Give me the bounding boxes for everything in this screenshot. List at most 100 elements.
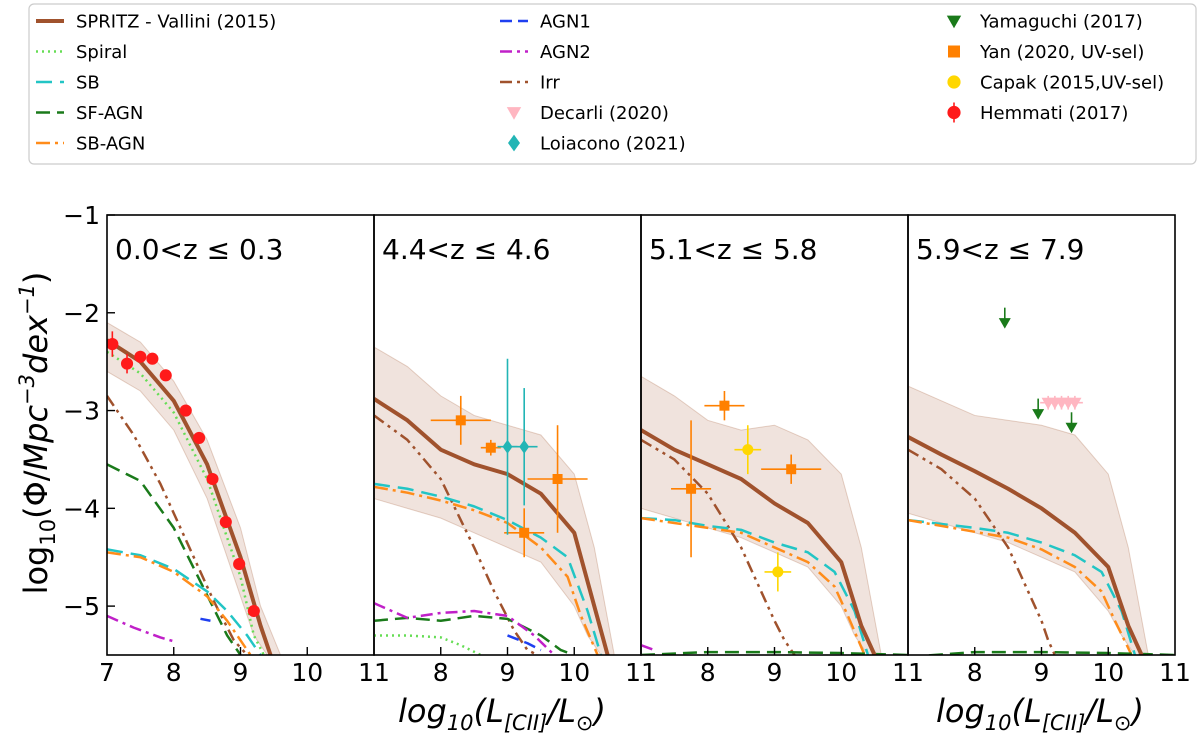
legend-item-agn1: AGN1 (500, 12, 591, 33)
marker-hemmati (219, 515, 232, 529)
legend-label-sbagn: SB-AGN (76, 134, 145, 155)
point-hemmati-7 (193, 431, 206, 444)
legend-label-spritz: SPRITZ - Vallini (2015) (76, 12, 276, 33)
x-tick-label: 11 (358, 658, 390, 687)
point-hemmati-3 (134, 350, 147, 363)
marker-hemmati (159, 369, 172, 382)
y-tick-label: −3 (63, 397, 100, 426)
x-tick-label: 11 (1159, 658, 1191, 687)
marker-hemmati (206, 472, 219, 486)
legend-marker-hemmati (947, 105, 961, 120)
point-yan-4 (527, 425, 588, 533)
point-capak-1 (734, 425, 762, 475)
legend-label-yamaguchi: Yamaguchi (2017) (979, 12, 1143, 33)
legend-label-irr: Irr (540, 73, 560, 94)
point-yan-2 (480, 439, 501, 456)
series-agn2 (374, 602, 556, 655)
series-sb (374, 482, 603, 655)
legend-label-agn1: AGN1 (540, 12, 591, 33)
legend-label-agn2: AGN2 (540, 42, 591, 63)
point-hemmati-8 (206, 472, 219, 486)
legend-marker-yamaguchi (946, 15, 962, 29)
marker-capak (772, 566, 784, 578)
legend-item-yamaguchi: Yamaguchi (2017) (946, 12, 1143, 33)
x-tick-label: 9 (767, 658, 783, 687)
legend-marker-yan (948, 45, 960, 58)
legend-item-loiacono: Loiacono (2021) (508, 134, 686, 155)
point-yan-2 (704, 391, 745, 421)
marker-yan (455, 415, 466, 426)
series-sfagn (374, 614, 575, 655)
series-irr (908, 448, 1056, 655)
point-hemmati-5 (159, 369, 172, 382)
panel-data-4 (908, 307, 1175, 655)
series-spiral (107, 350, 265, 655)
series-sbagn (641, 516, 866, 655)
legend-frame (28, 3, 1197, 165)
legend-item-agn2: AGN2 (500, 42, 591, 63)
legend-item-sfagn: SF-AGN (36, 103, 143, 124)
marker-yan (519, 527, 530, 538)
marker-hemmati (233, 558, 246, 571)
point-hemmati-11 (247, 604, 260, 618)
panel-3: 5.1<z ≤ 5.8 8 9 10 11 (640, 214, 924, 687)
point-yan-1 (671, 420, 712, 558)
series-spritz (641, 428, 877, 655)
legend-item-sb: SB (36, 73, 100, 94)
x-tick-label: 7 (99, 658, 115, 687)
panel-data-1 (107, 321, 282, 655)
points-capak (734, 425, 792, 592)
points-hemmati (107, 331, 260, 618)
legend-label-spiral: Spiral (76, 42, 127, 63)
series-agn1 (200, 617, 211, 623)
upper-limit-marker (1032, 409, 1045, 420)
marker-hemmati (179, 404, 192, 417)
x-tick-label: 8 (700, 658, 716, 687)
x-tick-label: 10 (558, 658, 590, 687)
upper-limit-marker (998, 318, 1011, 329)
legend-marker-loiacono (508, 134, 520, 152)
points-yan (671, 391, 822, 558)
series-irr (107, 395, 249, 655)
legend: SPRITZ - Vallini (2015) Spiral SB SF-AGN SB-… (36, 12, 1164, 155)
point-yan-3 (504, 508, 545, 558)
series-spritz (908, 435, 1144, 655)
y-tick-label: −2 (63, 299, 100, 328)
point-yamaguchi-2 (1032, 398, 1045, 420)
series-sb (908, 518, 1137, 655)
series-irr (641, 438, 796, 655)
legend-item-capak: Capak (2015,UV-sel) (947, 73, 1164, 94)
panel-label-3: 5.1<z ≤ 5.8 (649, 233, 817, 266)
marker-hemmati (247, 604, 260, 618)
legend-item-irr: Irr (500, 73, 560, 94)
legend-label-decarli: Decarli (2020) (540, 103, 669, 124)
x-axis-title-left: log10(L[CII]/L⊙) (398, 692, 606, 734)
panels: 0.0<z ≤ 0.37 8 9 10 114.4<z ≤ 4.68 9 10 115.1<z… (99, 214, 1191, 687)
series-sbagn (908, 518, 1133, 655)
spritz-uncertainty-band (641, 375, 882, 655)
spritz-uncertainty-band (374, 346, 615, 655)
marker-hemmati (120, 357, 134, 370)
panel-data-2 (374, 346, 615, 655)
point-hemmati-2 (120, 353, 134, 374)
points-yan (430, 395, 588, 558)
point-hemmati-6 (179, 404, 192, 417)
marker-yan (719, 400, 730, 411)
y-axis-title: log10(Φ/Mpc−3dex−1) (15, 272, 60, 595)
points-yamaguchi (998, 307, 1078, 434)
point-hemmati-4 (146, 352, 159, 365)
panel-label-1: 0.0<z ≤ 0.3 (115, 233, 283, 266)
marker-loiacono (519, 439, 530, 454)
x-tick-label: 11 (625, 658, 657, 687)
marker-hemmati (134, 350, 147, 363)
upper-limit-marker (1065, 422, 1078, 434)
legend-label-sb: SB (76, 73, 100, 94)
marker-decarli (1068, 397, 1082, 410)
panel-label-2: 4.4<z ≤ 4.6 (382, 233, 550, 266)
point-yamaguchi-3 (1065, 412, 1078, 434)
series-sfagn (107, 463, 242, 655)
y-axis: −1 −2 −3 −4 −5 (63, 201, 115, 621)
legend-item-yan: Yan (2020, UV-sel) (948, 42, 1144, 63)
x-tick-label: 9 (1034, 658, 1050, 687)
legend-item-spiral: Spiral (36, 42, 127, 63)
